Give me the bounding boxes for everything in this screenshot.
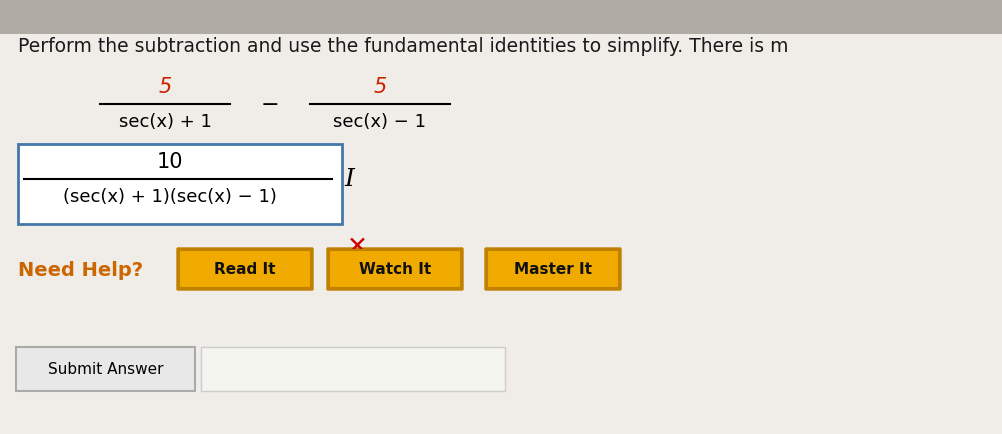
Text: Need Help?: Need Help?	[18, 260, 143, 279]
FancyBboxPatch shape	[487, 250, 619, 288]
Text: (sec(x) + 1)(sec(x) − 1): (sec(x) + 1)(sec(x) − 1)	[63, 187, 277, 206]
FancyBboxPatch shape	[16, 347, 195, 391]
FancyBboxPatch shape	[179, 250, 311, 288]
Text: Perform the subtraction and use the fundamental identities to simplify. There is: Perform the subtraction and use the fund…	[18, 37, 789, 56]
FancyBboxPatch shape	[201, 347, 505, 391]
Text: I: I	[344, 168, 354, 191]
FancyBboxPatch shape	[485, 248, 621, 290]
Text: 10: 10	[156, 151, 183, 171]
Text: 5: 5	[158, 77, 171, 97]
Text: Read It: Read It	[214, 262, 276, 277]
Text: Master It: Master It	[514, 262, 592, 277]
FancyBboxPatch shape	[327, 248, 463, 290]
Text: Submit Answer: Submit Answer	[48, 362, 163, 377]
Text: 5: 5	[374, 77, 387, 97]
Text: sec(x) + 1: sec(x) + 1	[118, 113, 211, 131]
Text: ✕: ✕	[347, 234, 368, 258]
FancyBboxPatch shape	[177, 248, 313, 290]
Bar	[0, 0, 1002, 35]
Text: sec(x) − 1: sec(x) − 1	[334, 113, 427, 131]
FancyBboxPatch shape	[329, 250, 461, 288]
Text: Watch It: Watch It	[359, 262, 431, 277]
Text: −: −	[261, 95, 280, 115]
Bar	[18, 145, 342, 224]
